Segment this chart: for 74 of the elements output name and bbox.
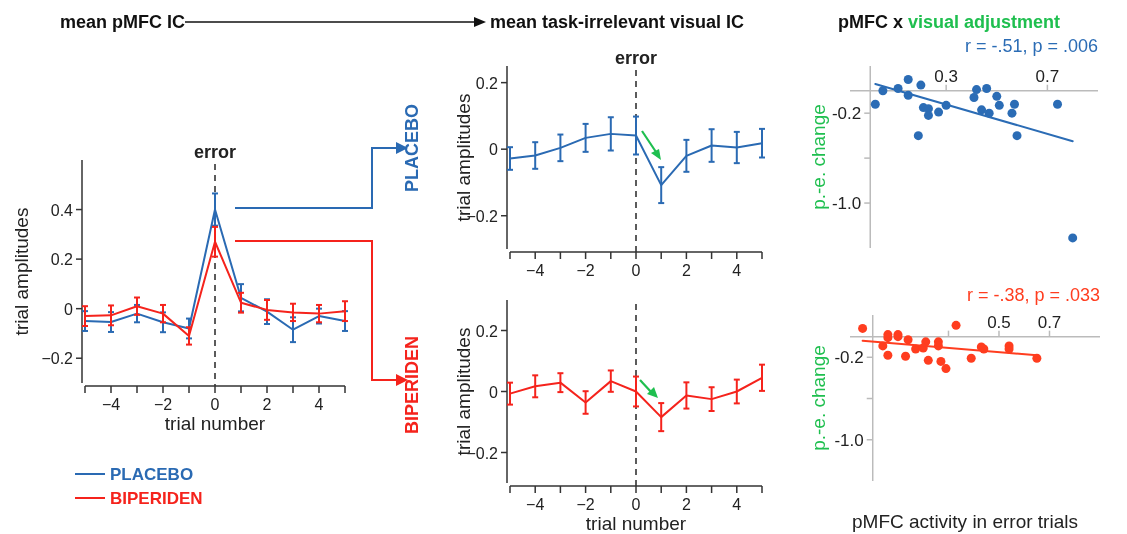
y-tick-label: 0 [489, 383, 499, 401]
point [903, 335, 913, 345]
point [992, 91, 1002, 101]
y-tick-label: 0 [64, 300, 74, 318]
point [972, 85, 982, 95]
ref-line-label: error [614, 48, 658, 68]
legend-label: PLACEBO [402, 103, 422, 193]
chart-title: mean task-irrelevant visual IC [490, 12, 745, 32]
point [969, 92, 979, 102]
x-tick-label: 0.7 [1037, 312, 1062, 332]
y-tick-label: 0 [489, 141, 499, 159]
point [870, 99, 880, 109]
point [982, 83, 992, 93]
point [934, 107, 944, 117]
x-axis-title: trial number [164, 413, 266, 434]
x-tick-label: 4 [732, 496, 742, 513]
point [941, 364, 951, 374]
chart-subtitle: visual adjustment [903, 12, 1061, 32]
x-tick-label: 4 [732, 262, 742, 279]
y-tick-label: -0.2 [834, 348, 864, 368]
y-axis-title: p.-e. change [808, 104, 829, 210]
y-axis-title: trial amplitudes [11, 207, 32, 336]
x-axis-title: trial number [585, 513, 687, 534]
y-tick-label: -1.0 [834, 430, 864, 450]
x-tick-label: 2 [681, 262, 691, 279]
point [858, 323, 868, 333]
x-tick-label: −2 [576, 262, 595, 279]
x-tick-label: 0.3 [934, 66, 958, 86]
legend-label: BIPERIDEN [110, 489, 203, 508]
point [913, 131, 923, 141]
point [883, 350, 893, 360]
y-tick-label: 0.2 [50, 251, 74, 269]
x-tick-label: 4 [314, 396, 324, 413]
x-tick-label: −2 [576, 496, 595, 513]
x-tick-label: −4 [526, 496, 545, 513]
x-tick-label: 0 [631, 262, 641, 279]
y-tick-label: -1.0 [831, 194, 862, 214]
x-tick-label: 0 [210, 396, 220, 413]
point [977, 105, 987, 115]
legend-label: PLACEBO [110, 465, 194, 484]
x-tick-label: 0.5 [987, 312, 1011, 332]
point [1009, 99, 1019, 109]
x-axis-title: pMFC activity in error trials [852, 511, 1078, 532]
point [936, 356, 946, 366]
y-tick-label: 0.2 [475, 74, 499, 92]
point [903, 74, 913, 84]
x-tick-label: 0.7 [1035, 66, 1060, 86]
x-tick-label: −4 [101, 396, 121, 413]
chart-title: mean pMFC IC [60, 12, 186, 32]
y-axis-title: p.-e. change [808, 345, 829, 451]
point [1053, 99, 1063, 109]
point [1007, 108, 1017, 118]
point [1012, 131, 1022, 141]
y-tick-label: −0.2 [41, 350, 74, 368]
y-tick-label: 0.4 [50, 201, 74, 219]
x-tick-label: −4 [526, 262, 545, 279]
point [994, 100, 1004, 110]
text: r = -.51, p = .006 [964, 36, 1098, 56]
point [951, 320, 961, 330]
y-tick-label: 0.2 [475, 322, 499, 340]
ref-line-label: error [193, 142, 237, 162]
chart-title: pMFC x [838, 12, 903, 32]
text: r = -.38, p = .033 [966, 285, 1100, 305]
point [916, 80, 926, 90]
point [1068, 233, 1078, 243]
point [923, 355, 933, 365]
point [966, 353, 976, 363]
legend-label: BIPERIDEN [402, 335, 422, 435]
x-tick-label: −2 [153, 396, 173, 413]
point [901, 351, 911, 361]
x-tick-label: 2 [681, 496, 691, 513]
x-tick-label: 2 [262, 396, 272, 413]
y-tick-label: -0.2 [831, 104, 862, 124]
x-tick-label: 0 [631, 496, 641, 513]
